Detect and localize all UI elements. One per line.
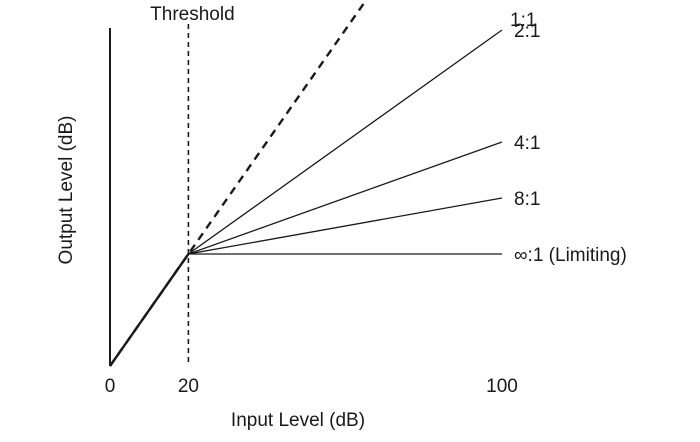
- series-line-1: [109, 0, 368, 367]
- threshold-label: Threshold: [150, 4, 235, 25]
- y-axis-title: Output Level (dB): [56, 116, 77, 265]
- series-line-5: [109, 253, 502, 367]
- series-line-2: [109, 29, 503, 367]
- series-label-3: 4:1: [514, 133, 540, 154]
- series-label-1: 1:1: [510, 10, 536, 31]
- series-label-5: ∞:1 (Limiting): [514, 245, 627, 266]
- x-axis-title: Input Level (dB): [231, 410, 365, 431]
- series-layer: [109, 0, 503, 367]
- x-tick-labels: 0 20 100: [105, 376, 518, 397]
- x-tick-label-1: 0: [105, 376, 116, 397]
- series-labels: 1:12:1 4:1 8:1 ∞:1 (Limiting): [510, 10, 627, 266]
- series-label-2: 2:1: [514, 21, 540, 42]
- x-tick-label-2: 20: [178, 376, 199, 397]
- x-tick-label-3: 100: [486, 376, 518, 397]
- series-label-4: 8:1: [514, 189, 540, 210]
